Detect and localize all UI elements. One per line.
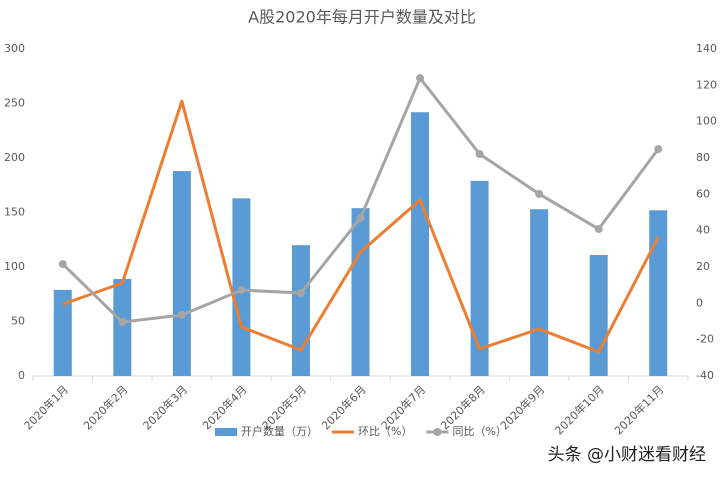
marker xyxy=(237,286,246,295)
y2-tick-label: 80 xyxy=(696,151,710,164)
legend-label: 开户数量（万） xyxy=(241,424,318,438)
marker xyxy=(118,318,127,327)
y2-tick-label: -20 xyxy=(696,333,714,346)
y-tick-label: 250 xyxy=(4,97,25,110)
marker xyxy=(296,288,305,297)
y2-tick-label: 20 xyxy=(696,260,710,273)
y-tick-label: 150 xyxy=(4,206,25,219)
bar xyxy=(530,209,549,376)
bar xyxy=(470,180,489,376)
marker xyxy=(416,74,425,83)
marker xyxy=(177,310,186,319)
marker xyxy=(535,189,544,198)
y2-tick-label: -40 xyxy=(696,369,714,382)
bar xyxy=(649,210,668,376)
y2-tick-label: 140 xyxy=(696,42,717,55)
y-tick-label: 100 xyxy=(4,260,25,273)
legend-marker xyxy=(433,428,442,436)
y2-tick-label: 40 xyxy=(696,224,710,237)
bar xyxy=(351,208,370,376)
bar xyxy=(291,245,310,376)
bar xyxy=(411,112,430,376)
legend-label: 环比（%） xyxy=(358,425,412,438)
y2-tick-label: 60 xyxy=(696,187,710,200)
legend-label: 同比（%） xyxy=(452,425,506,438)
marker xyxy=(58,260,67,269)
watermark: 头条 @小财迷看财经 xyxy=(548,445,706,465)
y-tick-label: 0 xyxy=(18,369,25,382)
marker xyxy=(654,145,663,154)
marker xyxy=(356,213,365,222)
y-tick-label: 300 xyxy=(4,42,25,55)
y2-tick-label: 0 xyxy=(696,296,703,309)
legend-swatch xyxy=(215,428,237,436)
bar xyxy=(589,255,608,376)
y-tick-label: 50 xyxy=(11,315,25,328)
bar xyxy=(53,289,72,376)
y-tick-label: 200 xyxy=(4,151,25,164)
marker xyxy=(475,150,484,159)
y2-tick-label: 100 xyxy=(696,115,717,128)
bar xyxy=(172,171,191,376)
line xyxy=(62,99,660,354)
y2-tick-label: 120 xyxy=(696,78,717,91)
marker xyxy=(594,225,603,234)
bar xyxy=(113,278,132,376)
chart-title: A股2020年每月开户数量及对比 xyxy=(248,8,476,27)
